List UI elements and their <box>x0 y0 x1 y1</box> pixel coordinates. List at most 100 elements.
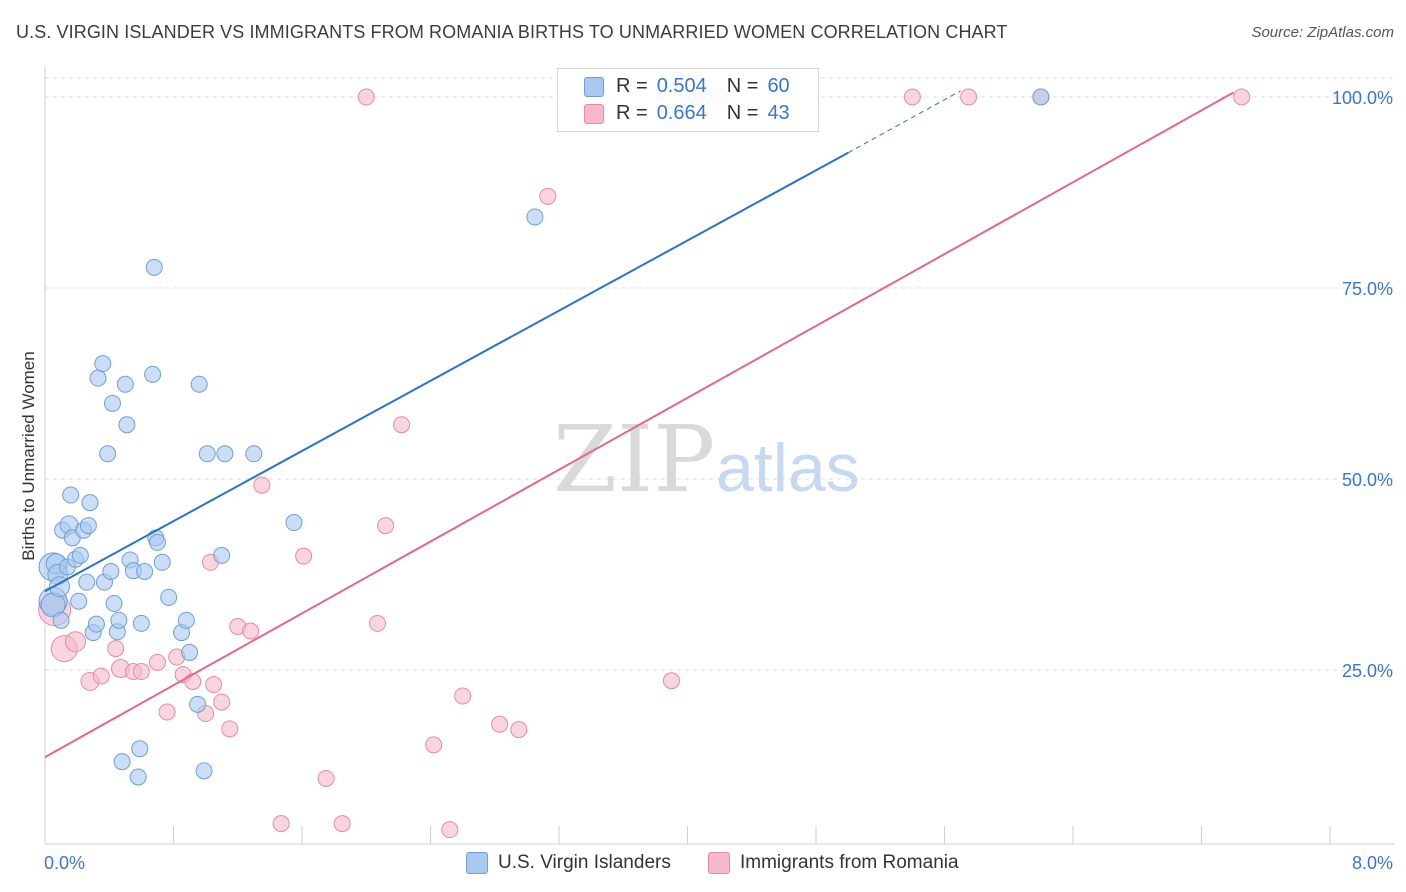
y-tick-label: 100.0% <box>1332 88 1393 108</box>
legend-row-virgin-islanders: R = 0.504 N = 60 <box>616 73 790 99</box>
y-tick-label: 25.0% <box>1342 661 1393 681</box>
axes <box>44 66 1395 845</box>
point-romania <box>539 187 557 205</box>
point-virgin-islanders <box>136 562 154 580</box>
point-virgin-islanders <box>113 753 131 771</box>
point-virgin-islanders <box>181 643 199 661</box>
point-virgin-islanders <box>99 445 117 463</box>
point-virgin-islanders <box>195 762 213 780</box>
point-romania <box>377 517 395 535</box>
point-romania <box>242 622 260 640</box>
point-romania <box>333 815 351 833</box>
point-virgin-islanders <box>160 588 178 606</box>
point-virgin-islanders <box>131 740 149 758</box>
point-virgin-islanders <box>213 546 231 564</box>
point-virgin-islanders <box>189 695 207 713</box>
bottom-legend-romania: Immigrants from Romania <box>708 852 959 874</box>
point-virgin-islanders <box>144 365 162 383</box>
point-romania <box>903 88 921 106</box>
source-label: Source: ZipAtlas.com <box>1251 24 1394 41</box>
point-romania <box>107 640 125 658</box>
point-virgin-islanders <box>190 375 208 393</box>
grid <box>45 77 1395 671</box>
point-romania <box>454 687 472 705</box>
point-virgin-islanders <box>105 595 123 613</box>
x-tick-label: 0.0% <box>44 853 85 873</box>
point-romania <box>132 663 150 681</box>
point-virgin-islanders <box>245 445 263 463</box>
watermark-atlas: atlas <box>716 430 860 506</box>
point-virgin-islanders <box>102 562 120 580</box>
point-romania <box>65 631 87 653</box>
chart-title: U.S. VIRGIN ISLANDER VS IMMIGRANTS FROM … <box>16 22 1008 42</box>
bottom-legend-swatch <box>466 852 488 874</box>
point-romania <box>158 703 176 721</box>
point-virgin-islanders <box>216 445 234 463</box>
point-virgin-islanders <box>148 533 166 551</box>
point-virgin-islanders <box>198 445 216 463</box>
point-romania <box>662 672 680 690</box>
legend-n-value: 60 <box>767 74 790 97</box>
point-virgin-islanders <box>118 416 136 434</box>
y-tick-label: 50.0% <box>1342 470 1393 490</box>
point-virgin-islanders <box>103 394 121 412</box>
legend-r-value: 0.504 <box>656 74 707 97</box>
point-virgin-islanders <box>78 573 96 591</box>
point-virgin-islanders <box>62 486 80 504</box>
trendline-virgin-islanders-extension <box>847 90 961 154</box>
point-romania <box>295 547 313 565</box>
trendlines <box>44 90 1235 758</box>
point-romania <box>213 693 231 711</box>
y-axis-label: Births to Unmarried Women <box>19 351 38 560</box>
point-virgin-islanders <box>94 355 112 373</box>
point-romania <box>1233 88 1251 106</box>
legend-swatch-romania <box>584 104 604 124</box>
point-romania <box>92 667 110 685</box>
point-virgin-islanders <box>285 514 303 532</box>
point-virgin-islanders <box>1032 88 1050 106</box>
trendline-virgin-islanders <box>44 151 849 593</box>
point-romania <box>317 769 335 787</box>
point-romania <box>272 815 290 833</box>
point-romania <box>441 821 459 839</box>
point-virgin-islanders <box>526 208 544 226</box>
point-romania <box>425 736 443 754</box>
point-virgin-islanders <box>87 615 105 633</box>
point-virgin-islanders <box>79 517 97 535</box>
point-virgin-islanders <box>89 369 107 387</box>
point-virgin-islanders <box>153 553 171 571</box>
legend-row-romania: R = 0.664 N = 43 <box>616 100 790 126</box>
legend-swatch-virgin-islanders <box>584 77 604 97</box>
point-romania <box>221 720 239 738</box>
trendline-romania <box>44 91 1235 758</box>
point-virgin-islanders <box>81 494 99 512</box>
point-romania <box>357 88 375 106</box>
legend-r-label: R = <box>616 101 648 124</box>
point-romania <box>205 676 223 694</box>
point-romania <box>491 715 509 733</box>
bottom-legend-swatch <box>708 852 730 874</box>
point-virgin-islanders <box>71 546 89 564</box>
y-tick-label: 75.0% <box>1342 279 1393 299</box>
tick-labels: 25.0% 50.0% 75.0% 100.0% 0.0% 8.0% Births to U… <box>19 88 1393 873</box>
series-points <box>38 88 1251 839</box>
stats-legend: R = 0.504 N = 60 R = 0.664 N = 43 <box>557 68 819 132</box>
legend-n-label: N = <box>726 74 759 97</box>
point-virgin-islanders <box>70 592 88 610</box>
point-virgin-islanders <box>177 611 195 629</box>
point-virgin-islanders <box>52 611 70 629</box>
bottom-legend-virgin-islanders: U.S. Virgin Islanders <box>466 852 671 874</box>
point-romania <box>510 721 528 739</box>
point-virgin-islanders <box>116 375 134 393</box>
point-romania <box>184 672 202 690</box>
watermark-zip: ZIP <box>553 406 715 513</box>
legend-n-label: N = <box>726 101 759 124</box>
point-romania <box>368 614 386 632</box>
legend-r-value: 0.664 <box>656 101 707 124</box>
point-virgin-islanders <box>132 614 150 632</box>
watermark: ZIP atlas <box>553 406 860 513</box>
point-romania <box>253 476 271 494</box>
point-romania <box>960 88 978 106</box>
point-virgin-islanders <box>110 611 128 629</box>
